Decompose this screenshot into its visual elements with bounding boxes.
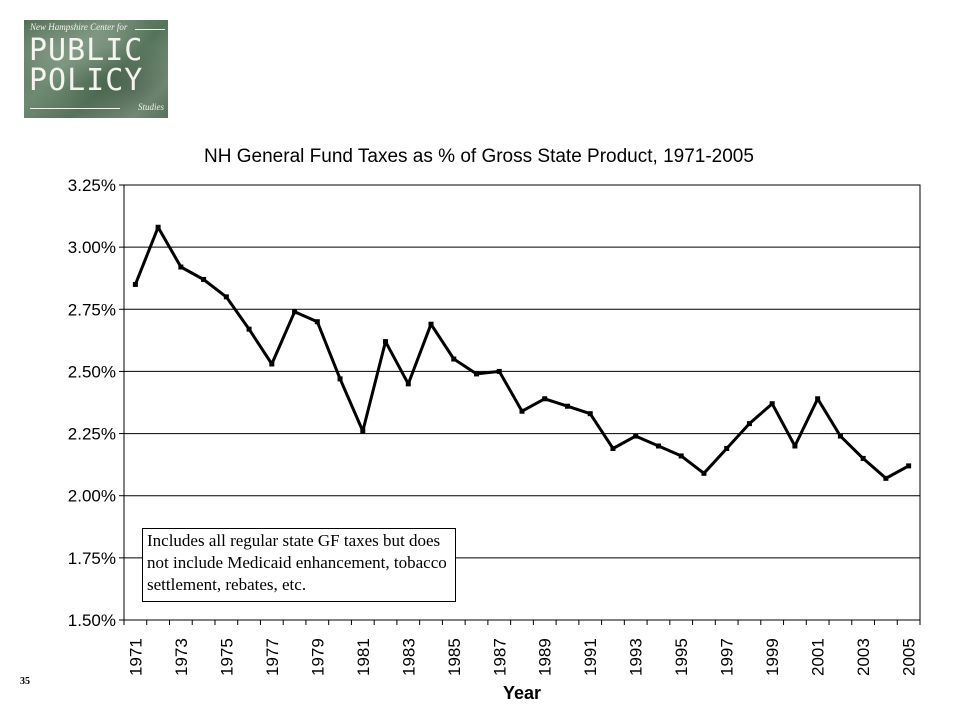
chart-title: NH General Fund Taxes as % of Gross Stat… (204, 146, 754, 167)
x-tick-label: 1975 (217, 638, 236, 676)
x-axis-ticks: 1971 1973 1975 1977 1979 1981 1983 1985 1987 1989… (123, 620, 921, 676)
data-point (769, 401, 775, 407)
logo-texture (24, 20, 168, 118)
x-tick-label: 1995 (672, 638, 691, 676)
x-tick-label: 1977 (263, 638, 282, 676)
data-point (701, 470, 707, 476)
data-point (178, 264, 184, 270)
x-tick-label: 2005 (900, 638, 919, 676)
data-point (906, 463, 912, 469)
data-point (542, 396, 548, 402)
data-point (678, 453, 684, 459)
y-tick-label: 2.25% (68, 425, 116, 444)
data-point (474, 371, 480, 377)
data-point (383, 339, 389, 345)
logo-bottom-rule (30, 108, 120, 109)
y-tick-label: 2.00% (68, 487, 116, 506)
data-point (496, 368, 502, 374)
logo-word-policy: POLICY (29, 63, 144, 98)
data-point (815, 396, 821, 402)
y-tick-label: 1.75% (68, 549, 116, 568)
y-axis-ticks: 3.25% 3.00% 2.75% 2.50% 2.25% 2.00% 1.75% 1.50% (68, 176, 124, 630)
data-point (201, 276, 207, 282)
data-point (360, 428, 366, 434)
data-point (564, 403, 570, 409)
x-tick-label: 1991 (581, 638, 600, 676)
x-tick-label: 2001 (809, 638, 828, 676)
y-tick-label: 1.50% (68, 611, 116, 630)
y-tick-label: 2.50% (68, 362, 116, 381)
data-point (633, 433, 639, 439)
y-tick-label: 3.00% (68, 238, 116, 257)
y-tick-label: 2.75% (68, 300, 116, 319)
x-tick-label: 1999 (763, 638, 782, 676)
data-point (792, 443, 798, 449)
center-logo: New Hampshire Center for PUBLIC POLICY S… (24, 20, 168, 118)
x-tick-label: 1979 (308, 638, 327, 676)
data-point (405, 381, 411, 387)
data-point (451, 356, 457, 362)
x-tick-label: 1985 (445, 638, 464, 676)
x-tick-label: 1981 (354, 638, 373, 676)
logo-bottom-text: Studies (138, 102, 164, 112)
data-point (428, 321, 434, 327)
logo-top-rule (135, 29, 165, 30)
data-point (746, 421, 752, 427)
data-point (337, 376, 343, 382)
data-point (519, 408, 525, 414)
chart-note: Includes all regular state GF taxes but … (142, 528, 456, 602)
logo-top-text: New Hampshire Center for (30, 22, 128, 32)
x-tick-label: 1983 (399, 638, 418, 676)
data-point (223, 294, 229, 300)
x-tick-label: 1971 (126, 638, 145, 676)
data-point (314, 319, 320, 325)
data-point (883, 475, 889, 481)
page-number: 35 (20, 676, 30, 687)
logo-word-public: PUBLIC (29, 33, 144, 68)
x-tick-label: 1989 (536, 638, 555, 676)
data-point (837, 433, 843, 439)
data-point (269, 361, 275, 367)
x-tick-label: 1997 (718, 638, 737, 676)
data-point (860, 455, 866, 461)
x-tick-label: 2003 (854, 638, 873, 676)
series-line (132, 224, 912, 481)
x-tick-label: 1973 (172, 638, 191, 676)
data-point (724, 445, 730, 451)
data-point (292, 309, 298, 315)
x-axis-label: Year (503, 683, 541, 703)
data-point (246, 326, 252, 332)
data-point (155, 224, 161, 230)
data-point (655, 443, 661, 449)
x-tick-label: 1993 (627, 638, 646, 676)
x-tick-label: 1987 (490, 638, 509, 676)
data-point (587, 411, 593, 417)
data-point (610, 445, 616, 451)
data-point (132, 281, 138, 287)
y-tick-label: 3.25% (68, 176, 116, 195)
